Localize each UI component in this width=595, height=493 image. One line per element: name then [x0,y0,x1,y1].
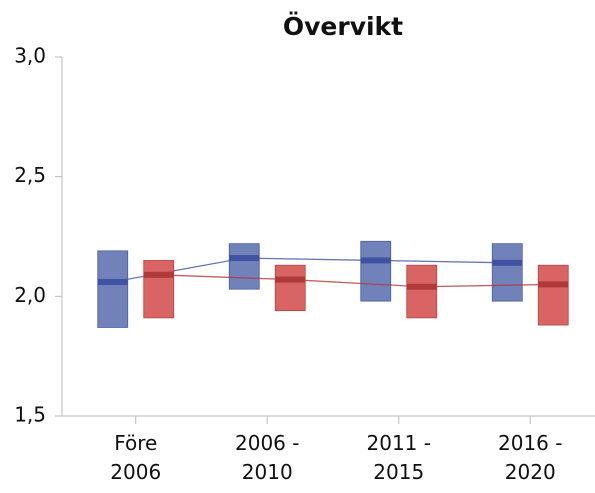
range-bar [228,243,260,290]
x-tick-label: 2011 - 2015 [367,431,431,484]
y-tick-label: 2,0 [14,283,46,307]
x-tick-label-line: 2015 [373,460,424,484]
range-bar [491,243,523,302]
x-tick-label: 2016 - 2020 [498,431,562,484]
x-tick-label-line: 2006 [110,460,161,484]
range-bar [537,264,569,326]
x-tick-label-line: Före [114,431,157,455]
x-tick-label: 2006 - 2010 [235,431,299,484]
x-tick-label-line: 2011 - [367,431,431,455]
median [229,255,260,262]
median [360,257,391,264]
median [275,276,306,283]
range-bar [360,240,392,302]
y-tick-label: 1,5 [14,403,46,427]
x-tick-label-line: 2010 [242,460,293,484]
range-bar [143,260,175,319]
x-tick-label-line: 2006 - [235,431,299,455]
y-tick-label: 2,5 [14,163,46,187]
x-tick-label-line: 2016 - [498,431,562,455]
median [143,271,174,278]
range-bar [274,264,306,312]
y-tick-label: 3,0 [14,44,46,68]
x-tick-label: Före 2006 [110,431,161,484]
median-line [112,257,508,283]
x-tick-label-line: 2020 [505,460,556,484]
chart-title: Övervikt [283,11,403,41]
median [97,278,128,285]
range-bar [97,250,129,328]
median [406,283,437,290]
median [538,281,569,288]
range-bar [406,264,438,319]
median-line [158,274,554,288]
median [492,259,523,266]
